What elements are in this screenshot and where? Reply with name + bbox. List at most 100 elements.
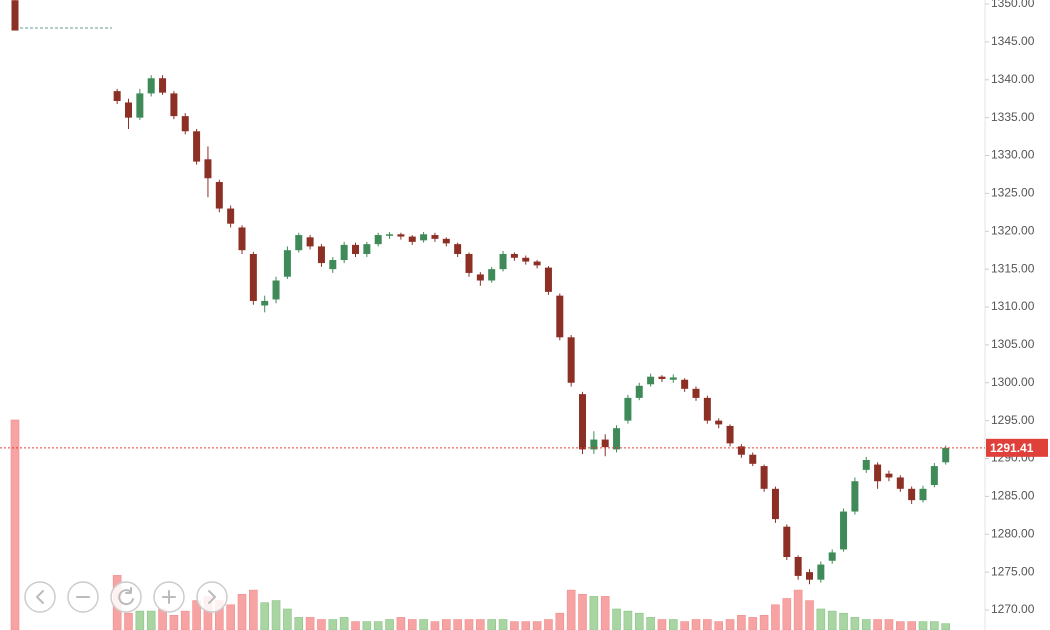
candle-body [817,564,825,580]
candle-body [329,260,337,270]
candle-body [760,466,768,489]
candle-body [170,93,178,117]
candle-body [465,253,473,273]
candle-body [703,397,711,421]
volume-bar [884,619,894,630]
last-price-box [986,438,1048,457]
last-price-label: 1291.41 [990,441,1034,455]
volume-bar [430,621,440,630]
volume-bar [226,604,235,630]
volume-bar [487,619,497,630]
y-tick-label: 1345.00 [991,34,1035,48]
y-tick-label: 1325.00 [991,186,1035,200]
y-tick-label: 1270.00 [991,602,1035,616]
volume-bar [385,619,394,630]
volume-bar [283,608,292,630]
candle-body [408,236,416,242]
candle-body [851,481,859,512]
volume-bar [725,619,735,630]
volume-bar [657,619,667,630]
candle-body [669,377,677,380]
volume-bar [941,623,951,630]
candle-body [590,439,598,450]
candle-body [261,300,269,306]
scroll-right-button[interactable] [196,581,228,613]
candle-body [488,269,496,281]
volume-bar [271,600,281,630]
reset-button[interactable] [110,581,142,613]
candle-body [579,394,586,450]
y-tick-label: 1340.00 [991,72,1035,86]
candle-body [635,385,643,398]
y-tick-label: 1280.00 [991,526,1035,540]
volume-bar [737,614,746,630]
volume-bar [895,621,905,630]
candle-body [749,454,757,464]
y-tick-label: 1275.00 [991,564,1035,578]
candle-body [317,246,325,264]
volume-bar [578,593,587,630]
candle-body [885,473,893,478]
y-tick-label: 1305.00 [991,337,1035,351]
candle-body [159,78,167,93]
price-axis: 1270.001275.001280.001285.001290.001295.… [985,0,1048,616]
volume-bar [589,596,599,630]
volume-bar [646,617,655,630]
candle-body [476,274,484,281]
candle-body [147,78,155,94]
candle-body [908,488,916,501]
y-tick-label: 1310.00 [991,299,1035,313]
volume-bar [124,612,133,630]
candle-body [737,446,745,455]
volume-bar [510,621,519,630]
candle-body [862,460,870,470]
volume-bar [748,617,758,630]
volume-bar [714,621,724,630]
volume-bar [532,621,542,630]
candle-body [806,572,813,580]
candle-body [771,488,779,520]
y-tick-label: 1295.00 [991,413,1035,427]
candle-body [295,235,303,251]
volume-bar [328,619,338,630]
candle-body [510,253,518,258]
zoom-in-button[interactable] [153,581,185,613]
candle-body [420,234,428,241]
volume-bar [396,617,406,630]
candle-body [874,464,882,482]
y-tick-label: 1315.00 [991,261,1035,275]
volume-bar [419,619,428,630]
candle-body [613,428,621,450]
candle-body [454,244,462,254]
volume-bar [135,610,145,630]
zoom-out-button[interactable] [67,581,99,613]
volume-bar [10,419,20,630]
volume-bar [498,619,508,630]
volume-bar [782,598,792,630]
candle-body [692,388,700,398]
scroll-left-button[interactable] [24,581,56,613]
y-tick-label: 1285.00 [991,489,1035,503]
candle-body [11,0,19,31]
volume-bar [873,619,882,630]
candle-body [442,238,450,244]
volume-bar [521,621,531,630]
volume-bar [816,608,826,630]
volume-bar [918,621,928,630]
volume-bar [351,621,360,630]
candle-body [828,552,836,561]
volume-bar [600,596,610,630]
volume-bar [544,619,553,630]
volume-bar [623,610,633,630]
plot [0,0,985,630]
volume-bar [339,617,349,630]
candle-body [181,116,189,132]
volume-bar [249,589,258,630]
zoom-controls [24,581,228,613]
volume-bar [759,614,769,630]
candle-body [567,337,575,383]
candle-body [386,234,394,236]
candle-body [840,511,848,550]
volume-bar [691,619,701,630]
volume-bar [907,621,916,630]
